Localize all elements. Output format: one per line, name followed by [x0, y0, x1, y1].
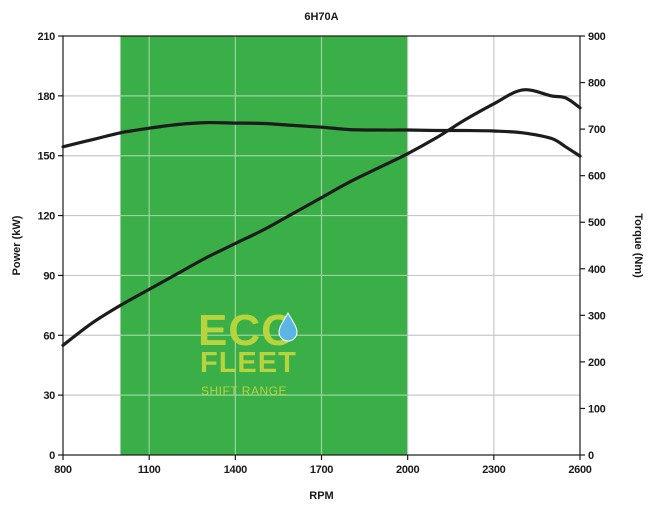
- eco-fleet-watermark: ECO FLEET SHIFT RANGE: [198, 306, 298, 398]
- y-tick-label: 60: [43, 330, 55, 342]
- y2-tick-label: 0: [588, 450, 594, 462]
- x-tick-label: 800: [54, 464, 72, 476]
- x-tick-label: 2000: [396, 464, 419, 476]
- y2-tick-label: 700: [588, 124, 606, 136]
- y2-tick-label: 900: [588, 31, 606, 43]
- shift-range-rect: [120, 36, 408, 455]
- y-tick-label: 150: [38, 151, 56, 163]
- y2-tick-label: 400: [588, 264, 606, 276]
- y-tick-label: 180: [38, 91, 56, 103]
- grid: [63, 36, 580, 455]
- y2-tick-label: 300: [588, 310, 606, 322]
- water-drop-icon: [278, 311, 298, 342]
- y-tick-label: 120: [38, 211, 56, 223]
- x-tick-label: 2300: [482, 464, 505, 476]
- y2-tick-label: 200: [588, 357, 606, 369]
- x-axis-title: RPM: [309, 490, 333, 502]
- y-tick-label: 210: [38, 31, 56, 43]
- y2-tick-label: 800: [588, 78, 606, 90]
- x-tick-label: 1700: [310, 464, 333, 476]
- watermark-shift-range: SHIFT RANGE: [201, 384, 287, 398]
- power-series-line: [61, 88, 582, 347]
- y2-tick-label: 100: [588, 403, 606, 415]
- tick-labels: 800 1100 1400 1700 2000 2300 26000306090120150…: [38, 31, 606, 476]
- shift-range-band: [120, 36, 408, 455]
- y-tick-label: 0: [49, 450, 55, 462]
- chart-title: 6H70A: [304, 11, 338, 23]
- y2-tick-label: 600: [588, 171, 606, 183]
- torque-series-line: [61, 120, 582, 158]
- x-tick-label: 1400: [224, 464, 247, 476]
- x-tick-label: 1100: [138, 464, 161, 476]
- series: [61, 88, 582, 347]
- y2-tick-label: 500: [588, 217, 606, 229]
- watermark-fleet: FLEET: [200, 347, 297, 379]
- y-tick-label: 90: [43, 270, 55, 282]
- y-axis-title: Power (kW): [11, 215, 23, 275]
- x-tick-label: 2600: [568, 464, 591, 476]
- y2-axis-title: Torque (Nm): [632, 213, 644, 278]
- y-tick-label: 30: [43, 390, 55, 402]
